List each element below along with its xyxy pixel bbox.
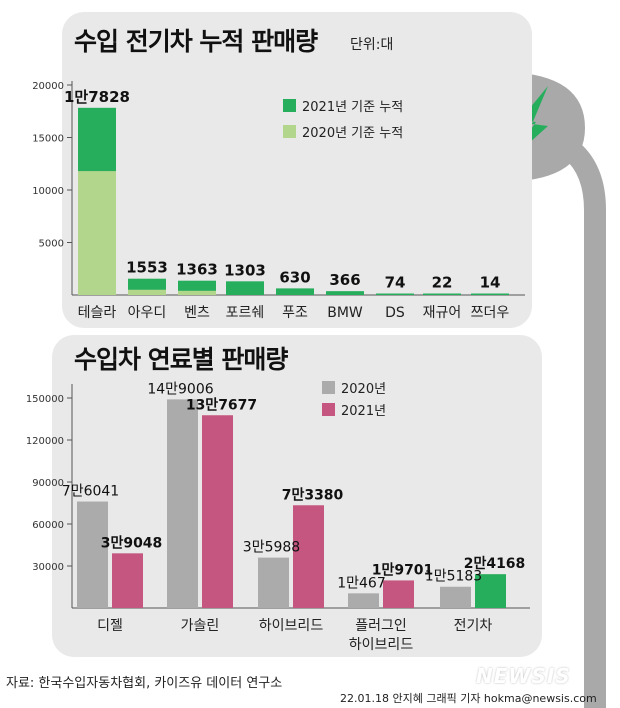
chart1-data-label: 1553: [126, 259, 168, 277]
chart2-bar-2021: [383, 580, 414, 608]
legend-swatch-pink: [322, 403, 335, 416]
chart2-category-label: 가솔린: [181, 618, 220, 634]
chart1-legend-2020: 2020년 기준 누적: [283, 122, 403, 141]
chart1-bar-2020: [128, 289, 166, 295]
chart1-y-tick-label: 5000: [39, 239, 64, 250]
chart1-category-label: 푸조: [282, 305, 308, 321]
chart2-bar-2021: [293, 505, 324, 608]
chart2-bar-2020: [258, 557, 289, 608]
chart2-bar-2021: [112, 553, 143, 608]
chart2-category-label: 플러그인: [355, 618, 407, 634]
chart1-bar-2021: [276, 288, 314, 295]
chart2-data-label-2020: 3만5988: [243, 540, 300, 556]
chart1-y-tick-label: 15000: [32, 134, 64, 145]
chart2-bar-2021: [202, 415, 233, 608]
chart1-bar-2021: [326, 291, 364, 295]
chart1-bar-2021: [226, 281, 264, 295]
chart2-y-tick-label: 120000: [26, 436, 64, 447]
chart2-data-label-2020: 7만6041: [62, 484, 119, 500]
chart1-data-label: 22: [432, 274, 453, 292]
newsis-logo: NEWSIS: [476, 664, 571, 688]
legend-label: 2020년 기준 누적: [302, 126, 404, 141]
credit-line: 22.01.18 안지혜 그래픽 기자 hokma@newsis.com: [340, 692, 597, 705]
chart2-category-label: 하이브리드: [259, 618, 324, 634]
top-panel-background: [62, 12, 532, 328]
chart2-bar-2020: [167, 399, 198, 608]
chart1-bar-2021: [423, 293, 461, 295]
chart2-data-label-2020: 14만9006: [147, 381, 213, 397]
chart1-unit: 단위:대: [350, 37, 394, 53]
legend-swatch-gray: [322, 381, 335, 394]
chart2-data-label-2021: 2만4168: [464, 556, 526, 572]
chart2-y-tick-label: 90000: [32, 478, 64, 489]
chart1-data-label: 14: [480, 274, 501, 292]
chart2-category-label: 전기차: [454, 618, 493, 634]
chart2-legend-2020: 2020년: [322, 378, 386, 397]
chart1-category-label: 테슬라: [78, 305, 117, 321]
chart1-data-label: 630: [279, 268, 310, 286]
chart1-legend-2021: 2021년 기준 누적: [283, 96, 403, 115]
chart1-data-label: 366: [329, 271, 360, 289]
chart1-category-label: 포르쉐: [226, 305, 265, 321]
lightning-icon: [508, 86, 548, 162]
chart1-y-tick-label: 10000: [32, 186, 64, 197]
chart2-category-label: 하이브리드: [349, 637, 414, 653]
legend-label: 2021년 기준 누적: [302, 100, 404, 115]
chart2-bar-2020: [77, 501, 108, 608]
chart2-y-tick-label: 30000: [32, 562, 64, 573]
chart1-bar-2021: [376, 293, 414, 295]
chart1-data-label: 1363: [176, 261, 218, 279]
chart2-y-tick-label: 150000: [26, 394, 64, 405]
chart1-bar-2021: [471, 293, 509, 295]
chart1-data-label: 1만7828: [64, 88, 130, 106]
chart2-category-label: 디젤: [97, 618, 123, 634]
chart2-data-label-2021: 1만9701: [372, 562, 434, 578]
legend-label: 2021년: [341, 404, 387, 419]
chart2-title: 수입차 연료별 판매량: [74, 345, 288, 374]
chart1-y-tick-label: 20000: [32, 81, 64, 92]
chart1-data-label: 74: [385, 274, 406, 292]
chart2-data-label-2021: 3만9048: [101, 535, 163, 551]
chart2-data-label-2020: 1만467: [337, 575, 386, 591]
source-note: 자료: 한국수입자동차협회, 카이즈유 데이터 연구소: [6, 676, 283, 691]
chart2-bar-2020: [348, 593, 379, 608]
legend-swatch-dark-green: [283, 99, 296, 112]
chart1-category-label: 쯔더우: [471, 305, 510, 321]
chart1-category-label: 재규어: [423, 305, 462, 321]
chart1-category-label: BMW: [327, 305, 363, 321]
chart1-bar-2020: [178, 290, 216, 295]
chart2-legend-2021: 2021년: [322, 400, 386, 419]
legend-label: 2020년: [341, 382, 387, 397]
chart1-category-label: 벤츠: [184, 305, 210, 321]
chart2-data-label-2020: 1만5183: [425, 569, 482, 585]
legend-swatch-light-green: [283, 125, 296, 138]
chart2-data-label-2021: 13만7677: [186, 397, 257, 413]
chart1-data-label: 1303: [224, 261, 266, 279]
chart1-category-label: DS: [385, 305, 405, 321]
chart1-title: 수입 전기차 누적 판매량: [74, 27, 318, 56]
chart2-data-label-2021: 7만3380: [282, 487, 344, 503]
chart1-category-label: 아우디: [128, 305, 167, 321]
chart1-bar-2020: [78, 171, 116, 295]
chart2-y-tick-label: 60000: [32, 520, 64, 531]
chart2-bar-2020: [440, 586, 471, 608]
chart2-bar-2021: [475, 574, 506, 608]
